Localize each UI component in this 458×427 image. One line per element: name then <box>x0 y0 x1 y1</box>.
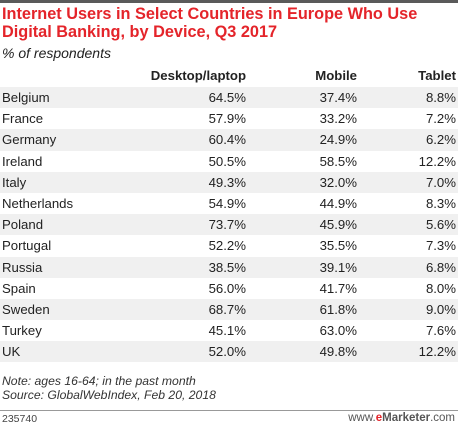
chart-title: Internet Users in Select Countries in Eu… <box>2 5 418 41</box>
brand-name: Marketer <box>382 412 431 424</box>
header-tablet: Tablet <box>418 68 456 83</box>
table-body: Belgium 64.5% 37.4% 8.8% France 57.9% 33.2% 7.2… <box>0 87 458 363</box>
tablet-value-cell: 8.8% <box>425 90 456 105</box>
desktop-value-cell: 45.1% <box>208 323 246 339</box>
tablet-value-cell: 6.8% <box>425 259 456 275</box>
tablet-value-cell: 12.2% <box>418 344 456 360</box>
tablet-value-cell: 8.3% <box>425 195 456 211</box>
mobile-value-cell: 39.1% <box>319 259 357 275</box>
desktop-value-cell: 38.5% <box>208 259 246 275</box>
data-table: Desktop/laptop Mobile Tablet Belgium 64.5… <box>0 64 458 363</box>
tablet-value-cell: 12.2% <box>418 153 456 169</box>
desktop-value-cell: 73.7% <box>208 217 246 233</box>
desktop-value-cell: 49.3% <box>208 174 246 190</box>
footnote: Note: ages 16-64; in the past month Sour… <box>2 374 216 402</box>
table-row: Russia 38.5% 39.1% 6.8% <box>0 256 458 278</box>
mobile-value-cell: 45.9% <box>319 217 357 233</box>
tablet-value-cell: 7.2% <box>425 111 456 127</box>
table-row: Ireland 50.5% 58.5% 12.2% <box>0 151 458 172</box>
mobile-value-cell: 24.9% <box>319 132 357 148</box>
brand-e: e <box>375 412 383 424</box>
desktop-value-cell: 68.7% <box>208 301 246 317</box>
tablet-value-cell: 7.0% <box>425 174 456 190</box>
table-row: Netherlands 54.9% 44.9% 8.3% <box>0 193 458 214</box>
country-cell: Portugal <box>2 238 52 254</box>
tablet-value-cell: 5.6% <box>425 217 456 233</box>
tablet-value-cell: 9.0% <box>425 301 456 317</box>
table-row: Sweden 68.7% 61.8% 9.0% <box>0 298 458 321</box>
tablet-value-cell: 8.0% <box>425 280 456 296</box>
table-header: Desktop/laptop Mobile Tablet <box>0 64 458 87</box>
mobile-value-cell: 35.5% <box>319 238 357 254</box>
mobile-value-cell: 63.0% <box>319 323 357 339</box>
note-text: Note: ages 16-64; in the past month <box>2 374 196 388</box>
table-row: Belgium 64.5% 37.4% 8.8% <box>0 87 458 109</box>
country-cell: Germany <box>2 132 57 148</box>
country-cell: UK <box>2 344 21 360</box>
mobile-value-cell: 58.5% <box>319 153 357 169</box>
top-rule <box>0 0 458 3</box>
desktop-value-cell: 56.0% <box>208 280 246 296</box>
mobile-value-cell: 33.2% <box>319 111 357 127</box>
mobile-value-cell: 49.8% <box>319 344 357 360</box>
source-text: Source: GlobalWebIndex, Feb 20, 2018 <box>2 388 216 402</box>
country-cell: Netherlands <box>2 195 74 211</box>
country-cell: Turkey <box>2 323 42 339</box>
mobile-value-cell: 32.0% <box>319 174 357 190</box>
table-row: Portugal 52.2% 35.5% 7.3% <box>0 235 458 256</box>
mobile-value-cell: 44.9% <box>319 195 357 211</box>
desktop-value-cell: 60.4% <box>208 132 246 148</box>
country-cell: Italy <box>2 174 27 190</box>
desktop-value-cell: 50.5% <box>208 153 246 169</box>
bottom-rule <box>0 410 458 411</box>
country-cell: Spain <box>2 280 36 296</box>
tablet-value-cell: 7.6% <box>425 323 456 339</box>
tablet-value-cell: 6.2% <box>425 132 456 148</box>
country-cell: Belgium <box>2 90 50 105</box>
desktop-value-cell: 54.9% <box>208 195 246 211</box>
chart-id: 235740 <box>2 413 38 425</box>
table-row: Italy 49.3% 32.0% 7.0% <box>0 171 458 193</box>
table-row: Germany 60.4% 24.9% 6.2% <box>0 129 458 151</box>
desktop-value-cell: 57.9% <box>208 111 246 127</box>
desktop-value-cell: 64.5% <box>208 90 246 105</box>
country-cell: Russia <box>2 259 43 275</box>
table-row: Spain 56.0% 41.7% 8.0% <box>0 278 458 299</box>
desktop-value-cell: 52.0% <box>208 344 246 360</box>
mobile-value-cell: 37.4% <box>319 90 357 105</box>
mobile-value-cell: 41.7% <box>319 280 357 296</box>
country-cell: Ireland <box>2 153 43 169</box>
brand-prefix: www. <box>348 412 376 424</box>
emarketer-brand[interactable]: www.eMarketer.com <box>348 412 455 424</box>
tablet-value-cell: 7.3% <box>425 238 456 254</box>
brand-suffix: .com <box>430 412 455 424</box>
header-mobile: Mobile <box>315 68 357 83</box>
country-cell: Sweden <box>2 301 50 317</box>
table-row: Turkey 45.1% 63.0% 7.6% <box>0 320 458 341</box>
country-cell: France <box>2 111 44 127</box>
country-cell: Poland <box>2 217 44 233</box>
table-row: Poland 73.7% 45.9% 5.6% <box>0 214 458 236</box>
desktop-value-cell: 52.2% <box>208 238 246 254</box>
table-row: UK 52.0% 49.8% 12.2% <box>0 341 458 363</box>
chart-subtitle: % of respondents <box>2 45 111 61</box>
mobile-value-cell: 61.8% <box>319 301 357 317</box>
header-desktop-laptop: Desktop/laptop <box>150 68 246 83</box>
table-row: France 57.9% 33.2% 7.2% <box>0 108 458 129</box>
